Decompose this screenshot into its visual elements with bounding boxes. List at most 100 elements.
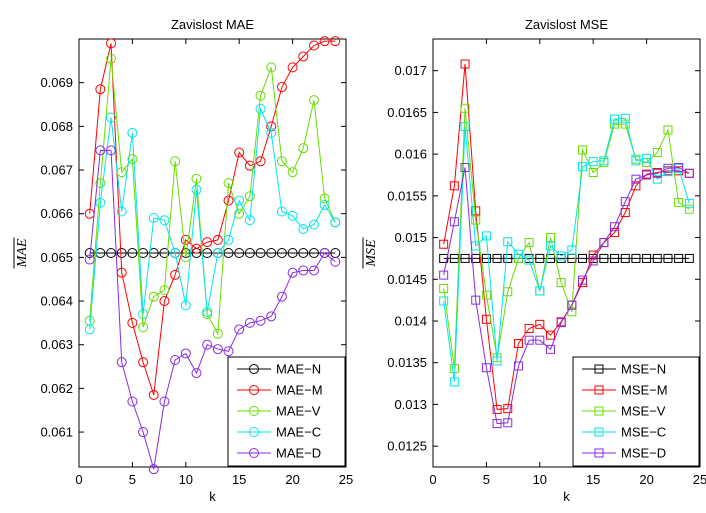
data-point (471, 253, 481, 263)
data-point (191, 243, 202, 254)
data-point (460, 162, 470, 172)
data-point (244, 317, 255, 328)
data-point (513, 361, 523, 371)
x-tick-label: 10 (179, 472, 193, 487)
data-point (287, 62, 298, 73)
data-point (663, 253, 673, 263)
data-point (223, 234, 234, 245)
data-point (244, 215, 255, 226)
data-point (460, 59, 470, 69)
y-tick-label: 0.0155 (387, 188, 427, 203)
data-point (191, 184, 202, 195)
data-point (308, 95, 319, 106)
data-point (308, 265, 319, 276)
y-axis-label: MSE (364, 239, 379, 268)
y-tick-label: 0.067 (40, 163, 73, 178)
legend-item: MAE−M (237, 383, 323, 398)
data-point (631, 156, 641, 166)
data-point (148, 213, 159, 224)
data-point (503, 418, 513, 428)
x-tick-label: 5 (129, 472, 136, 487)
data-point (244, 191, 255, 202)
data-point (556, 251, 566, 261)
data-point (652, 168, 662, 178)
y-tick-label: 0.061 (40, 425, 73, 440)
data-point (652, 253, 662, 263)
data-point (663, 125, 673, 135)
legend-item: MAE−C (237, 425, 321, 440)
y-tick-label: 0.013 (394, 397, 427, 412)
data-point (481, 253, 491, 263)
data-point (620, 253, 630, 263)
data-point (620, 197, 630, 207)
x-tick-label: 0 (75, 472, 82, 487)
data-point (298, 265, 309, 276)
data-point (524, 324, 534, 334)
series-line (89, 40, 336, 396)
series-MSE−D (439, 162, 694, 429)
data-point (148, 248, 159, 258)
data-point (298, 223, 309, 234)
data-point (191, 368, 202, 379)
legend-item: MSE−C (582, 425, 666, 440)
legend-marker (594, 427, 604, 437)
data-point (481, 363, 491, 373)
legend-marker (249, 385, 259, 395)
legend-item: MSE−V (582, 404, 666, 419)
data-point (545, 344, 555, 354)
data-point (138, 322, 149, 333)
data-point (95, 197, 106, 208)
data-point (138, 357, 149, 368)
data-point (663, 163, 673, 173)
data-point (212, 344, 223, 355)
x-tick-label: 20 (639, 472, 653, 487)
y-tick-label: 0.064 (40, 294, 73, 309)
data-point (481, 231, 491, 241)
data-point (319, 199, 330, 210)
y-tick-label: 0.062 (40, 381, 73, 396)
data-point (492, 404, 502, 414)
data-point (642, 170, 652, 180)
data-point (276, 156, 287, 167)
data-point (180, 234, 191, 245)
data-point (287, 167, 298, 178)
data-point (620, 113, 630, 123)
y-tick-label: 0.066 (40, 206, 73, 221)
data-point (159, 396, 170, 407)
data-point (556, 278, 566, 288)
data-point (578, 145, 588, 155)
data-point (535, 319, 545, 329)
y-tick-label: 0.017 (394, 63, 427, 78)
legend-label: MAE−N (276, 362, 321, 377)
legend-marker (594, 406, 604, 416)
data-point (524, 238, 534, 248)
y-axis-label: MAE (15, 238, 30, 268)
data-point (578, 162, 588, 172)
data-point (439, 239, 449, 249)
legend-marker (249, 448, 259, 458)
data-point (642, 153, 652, 163)
series-MAE−V (84, 53, 341, 339)
y-tick-label: 0.014 (394, 313, 427, 328)
data-point (202, 339, 213, 350)
x-axis-label: k (209, 489, 216, 504)
y-tick-label: 0.0135 (387, 355, 427, 370)
series-line (443, 117, 690, 382)
y-tick-label: 0.068 (40, 119, 73, 134)
data-point (298, 248, 309, 258)
data-point (244, 248, 255, 258)
data-point (308, 40, 319, 51)
data-point (180, 348, 191, 359)
data-point (95, 145, 106, 156)
data-point (266, 121, 277, 132)
data-point (471, 295, 481, 305)
data-point (481, 290, 491, 300)
x-tick-label: 20 (285, 472, 299, 487)
y-tick-label: 0.0145 (387, 272, 427, 287)
data-point (439, 270, 449, 280)
chart-panel-2: 0 5 10 15 20 25 0.0125 0.013 0.0135 0.014 0.0145 0.… (362, 17, 706, 504)
data-point (234, 248, 245, 258)
legend-label: MSE−C (621, 425, 666, 440)
data-point (556, 318, 566, 328)
data-point (492, 356, 502, 366)
